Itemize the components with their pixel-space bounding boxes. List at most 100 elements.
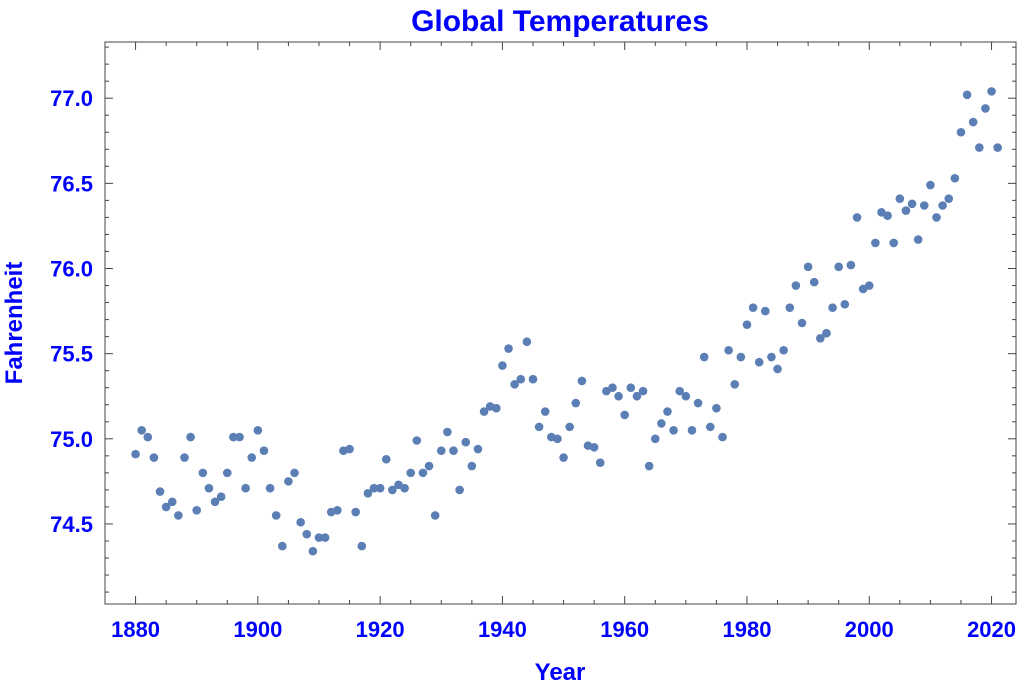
data-point <box>137 425 146 435</box>
data-point <box>388 485 397 495</box>
data-point <box>443 427 452 437</box>
data-point <box>871 238 880 248</box>
data-point <box>761 306 770 316</box>
data-point <box>705 422 715 432</box>
data-point <box>461 437 471 447</box>
y-tick-label: 75.5 <box>50 342 93 367</box>
x-axis-ticks: 1880 1900 1920 1940 1960 1980 2000 2020 <box>104 42 1016 642</box>
x-tick-label: 1900 <box>233 617 282 642</box>
data-point <box>809 277 819 287</box>
data-point <box>846 260 856 270</box>
x-tick-label: 1920 <box>356 617 405 642</box>
data-point <box>351 507 360 517</box>
data-point <box>632 391 642 401</box>
data-point <box>644 461 654 471</box>
data-point <box>516 374 526 384</box>
y-tick-label: 76.5 <box>50 171 93 196</box>
data-point <box>675 386 685 396</box>
data-point <box>540 407 550 416</box>
data-point <box>614 391 623 401</box>
data-point <box>975 143 984 152</box>
data-point <box>828 303 837 312</box>
data-point <box>724 345 733 355</box>
data-point <box>932 213 941 222</box>
data-point <box>174 511 183 520</box>
data-point <box>375 483 385 493</box>
data-point <box>473 444 483 454</box>
data-point <box>418 468 428 478</box>
data-point <box>919 201 929 210</box>
data-point <box>149 453 159 462</box>
data-point <box>424 461 434 471</box>
data-point <box>595 458 605 467</box>
data-point <box>314 533 324 542</box>
data-point <box>357 541 367 551</box>
data-point <box>479 407 489 416</box>
data-point <box>467 461 477 471</box>
data-point <box>455 485 464 495</box>
data-point <box>510 380 519 389</box>
data-point <box>687 425 697 435</box>
data-point <box>271 511 281 520</box>
data-point <box>864 281 874 290</box>
data-point <box>333 506 342 515</box>
x-tick-label: 1880 <box>111 617 160 642</box>
data-point <box>699 352 709 362</box>
data-point <box>216 492 226 502</box>
data-point <box>186 432 195 442</box>
data-point <box>522 337 532 347</box>
data-point <box>381 454 391 464</box>
data-point <box>204 483 214 493</box>
data-point <box>754 357 764 367</box>
data-point <box>620 410 629 420</box>
data-point <box>816 334 825 343</box>
data-point <box>290 468 299 478</box>
data-point <box>779 345 788 355</box>
data-point <box>650 434 660 444</box>
data-point <box>742 320 752 330</box>
data-point <box>161 502 171 512</box>
data-point <box>320 533 330 542</box>
data-point <box>210 497 220 507</box>
data-point <box>883 211 892 221</box>
data-point <box>222 468 232 478</box>
data-point <box>449 446 458 456</box>
data-point <box>492 403 501 413</box>
data-point <box>553 434 562 444</box>
data-point <box>907 199 917 209</box>
data-point <box>626 383 636 393</box>
data-point <box>229 432 238 442</box>
data-point <box>284 477 293 486</box>
data-point <box>167 497 177 507</box>
data-point <box>180 453 189 462</box>
data-point <box>363 489 373 498</box>
y-tick-label: 77.0 <box>50 86 93 111</box>
data-point <box>638 386 648 396</box>
data-point <box>253 425 263 435</box>
x-tick-label: 1960 <box>600 617 649 642</box>
data-point <box>693 398 703 408</box>
data-point <box>730 380 740 389</box>
y-axis-label: Fahrenheit <box>1 262 28 385</box>
data-point <box>589 443 599 452</box>
data-point <box>968 117 978 127</box>
data-point <box>192 506 202 515</box>
data-point <box>669 425 678 435</box>
data-point <box>504 344 513 353</box>
data-point <box>534 422 544 432</box>
data-point <box>247 453 257 462</box>
data-point <box>913 235 923 244</box>
data-point <box>430 511 440 520</box>
chart-title: Global Temperatures <box>411 5 709 38</box>
y-tick-label: 74.5 <box>50 512 93 537</box>
data-point <box>143 432 153 442</box>
data-point <box>840 299 850 309</box>
x-tick-label: 2000 <box>845 617 894 642</box>
data-point <box>131 449 140 459</box>
data-point <box>198 468 208 478</box>
data-point <box>663 407 672 416</box>
data-point <box>406 468 416 478</box>
data-point <box>797 318 807 328</box>
x-tick-label: 1940 <box>478 617 527 642</box>
